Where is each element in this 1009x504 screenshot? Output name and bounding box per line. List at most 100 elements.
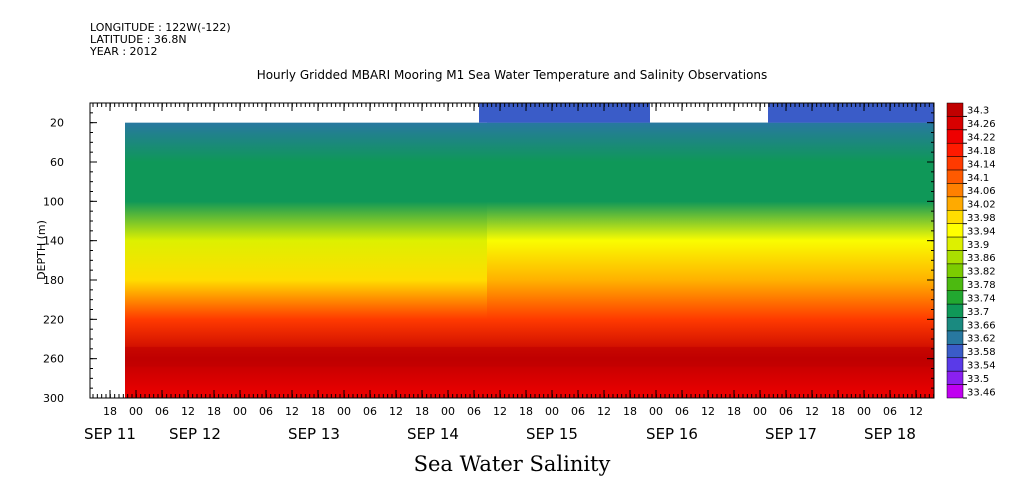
colorbar-swatch [946, 183, 964, 198]
surface-layer-2 [768, 103, 934, 123]
metadata-block: LONGITUDE : 122W(-122) LATITUDE : 36.8N … [90, 22, 231, 58]
x-tick-label: 18 [623, 405, 637, 418]
latitude-label: LATITUDE : 36.8N [90, 33, 187, 46]
x-tick-label: 12 [285, 405, 299, 418]
colorbar-swatch [946, 317, 964, 332]
colorbar-swatch [946, 250, 964, 265]
x-tick-label: 06 [675, 405, 689, 418]
colorbar-label: 34.1 [967, 173, 989, 184]
x-tick-label: 00 [753, 405, 767, 418]
y-tick-label: 20 [50, 117, 64, 130]
colorbar-label: 33.62 [967, 334, 996, 345]
colorbar-label: 33.74 [967, 293, 996, 304]
x-tick-label: 12 [181, 405, 195, 418]
colorbar-swatch [946, 142, 964, 157]
colorbar-label: 34.14 [967, 159, 996, 170]
x-tick-label: 06 [155, 405, 169, 418]
x-tick-label: 06 [467, 405, 481, 418]
x-day-label: SEP 14 [407, 425, 459, 443]
colorbar-swatch [946, 116, 964, 131]
y-tick-label: 180 [43, 274, 64, 287]
colorbar-label: 33.98 [967, 213, 996, 224]
colorbar-label: 34.26 [967, 119, 996, 130]
colorbar-label: 34.06 [967, 186, 996, 197]
x-tick-label: 00 [233, 405, 247, 418]
x-tick-label: 12 [701, 405, 715, 418]
x-tick-label: 00 [129, 405, 143, 418]
colorbar-swatch [946, 210, 964, 224]
colorbar-swatch [946, 357, 964, 372]
year-label: YEAR : 2012 [90, 45, 158, 58]
y-tick-label: 220 [43, 313, 64, 326]
bottom-title: Sea Water Salinity [413, 452, 611, 476]
colorbar-label: 34.02 [967, 200, 996, 211]
x-day-label: SEP 13 [288, 425, 340, 443]
x-tick-label: 12 [597, 405, 611, 418]
x-tick-label: 06 [259, 405, 273, 418]
high-salinity-band [125, 346, 934, 367]
colorbar-swatch [946, 223, 964, 238]
x-day-label: SEP 15 [526, 425, 578, 443]
x-tick-label: 06 [779, 405, 793, 418]
colorbar-label: 33.7 [967, 307, 989, 318]
colorbar-swatch [946, 169, 964, 184]
colorbar-swatch [946, 156, 964, 171]
colorbar-label: 34.22 [967, 133, 996, 144]
x-day-label: SEP 12 [169, 425, 221, 443]
colorbar-label: 33.94 [967, 226, 996, 237]
colorbar-label: 33.58 [967, 347, 996, 358]
x-tick-label: 18 [103, 405, 117, 418]
colorbar-label: 33.78 [967, 280, 996, 291]
x-tick-label: 18 [415, 405, 429, 418]
y-tick-label: 100 [43, 195, 64, 208]
y-tick-label: 260 [43, 353, 64, 366]
colorbar-label: 34.3 [967, 106, 989, 117]
x-tick-label: 18 [727, 405, 741, 418]
colorbar-label: 33.54 [967, 360, 996, 371]
colorbar-swatch [946, 344, 964, 359]
x-day-label: SEP 18 [864, 425, 916, 443]
x-tick-label: 06 [883, 405, 897, 418]
colorbar-swatch [946, 384, 964, 399]
x-tick-label: 12 [909, 405, 923, 418]
x-tick-label: 12 [805, 405, 819, 418]
colorbar-swatch [946, 370, 964, 385]
x-tick-label: 00 [649, 405, 663, 418]
y-tick-label: 60 [50, 156, 64, 169]
x-tick-label: 00 [545, 405, 559, 418]
colorbar-swatch [946, 236, 964, 251]
colorbar-swatch [946, 196, 964, 211]
x-tick-label: 12 [389, 405, 403, 418]
colorbar-swatch [946, 330, 964, 345]
chart-title: Hourly Gridded MBARI Mooring M1 Sea Wate… [256, 68, 768, 82]
colorbar-swatch [946, 277, 964, 291]
colorbar-label: 33.5 [967, 374, 989, 385]
colorbar-label: 33.9 [967, 240, 989, 251]
colorbar-swatch [946, 290, 964, 305]
colorbar-label: 34.18 [967, 146, 996, 157]
colorbar-label: 33.66 [967, 320, 996, 331]
longitude-label: LONGITUDE : 122W(-122) [90, 21, 231, 34]
x-tick-label: 00 [441, 405, 455, 418]
x-tick-label: 18 [519, 405, 533, 418]
colorbar-label: 33.82 [967, 267, 996, 278]
x-tick-label: 00 [857, 405, 871, 418]
x-day-label: SEP 11 [84, 425, 136, 443]
colorbar-swatch [946, 102, 964, 117]
x-tick-label: 12 [493, 405, 507, 418]
x-tick-label: 18 [311, 405, 325, 418]
x-tick-label: 06 [571, 405, 585, 418]
y-tick-label: 300 [43, 392, 64, 405]
y-axis-label: DEPTH (m) [35, 220, 48, 280]
surface-layer-1 [479, 103, 650, 123]
colorbar-swatch [946, 303, 964, 318]
x-tick-label: 18 [831, 405, 845, 418]
colorbar-swatch [946, 263, 964, 278]
x-tick-label: 00 [337, 405, 351, 418]
y-tick-label: 140 [43, 235, 64, 248]
x-tick-label: 06 [363, 405, 377, 418]
x-tick-label: 18 [207, 405, 221, 418]
x-day-label: SEP 16 [646, 425, 698, 443]
colorbar-label: 33.86 [967, 253, 996, 264]
